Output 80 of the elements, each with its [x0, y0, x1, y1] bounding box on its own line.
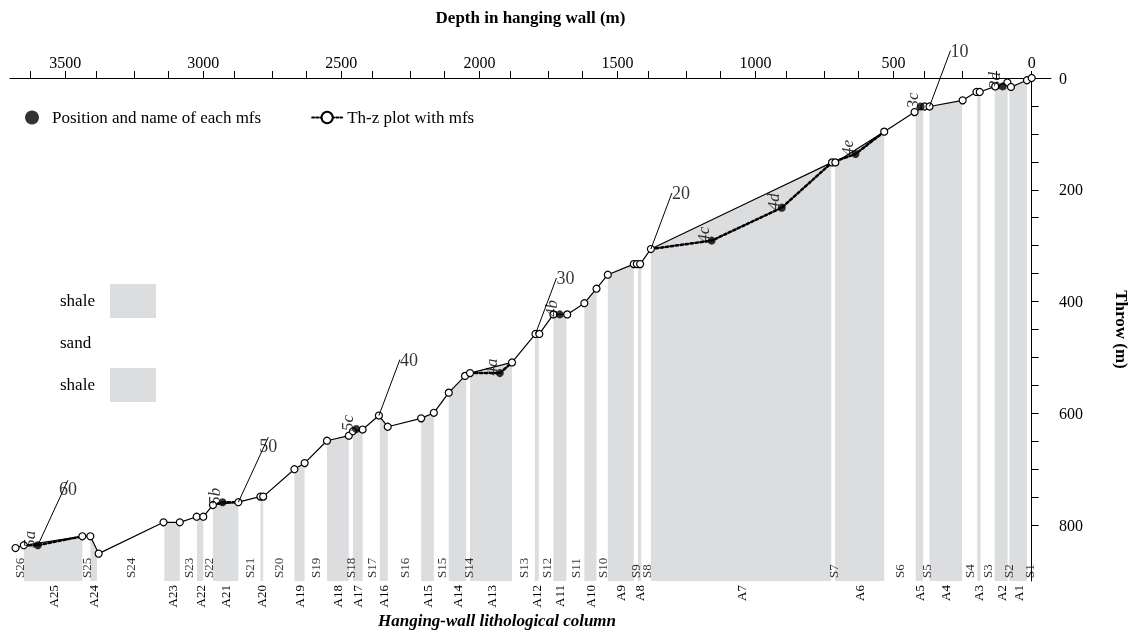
- annotation: S5: [918, 564, 934, 578]
- annotation: S24: [123, 557, 139, 578]
- annotation: shale: [60, 375, 96, 395]
- y-tick-label: 400: [1059, 293, 1083, 311]
- band-label: A4: [938, 584, 954, 601]
- annotation: S19: [308, 557, 324, 578]
- band-label: A11: [552, 585, 568, 607]
- annotation: S14: [460, 557, 476, 578]
- annotation: 4e: [837, 139, 857, 157]
- annotation: S13: [515, 557, 531, 578]
- y-tick-label: 0: [1059, 69, 1067, 87]
- band-label: A7: [733, 584, 749, 601]
- annotation: 3c: [902, 92, 922, 110]
- annotation: S16: [396, 557, 412, 578]
- band-label: A21: [218, 585, 234, 608]
- annotation: 20: [671, 183, 690, 204]
- band-label: A6: [852, 584, 868, 601]
- y-tick-label: 600: [1059, 404, 1083, 422]
- band-label: A22: [192, 585, 208, 608]
- annotation: 4c: [693, 226, 713, 243]
- band-label: A10: [582, 585, 598, 608]
- annotation: S15: [433, 557, 449, 578]
- x-tick-label: 500: [881, 53, 906, 71]
- x-tick-label: 3500: [49, 53, 82, 71]
- annotation: S3: [980, 564, 996, 578]
- band-label: A25: [45, 585, 61, 608]
- annotation: 30: [556, 267, 575, 288]
- x-tick-label: 2000: [463, 53, 496, 71]
- band-label: A5: [911, 585, 927, 601]
- annotation: 5c: [338, 414, 358, 432]
- x-tick-label: 1500: [601, 53, 634, 71]
- annotation: S11: [567, 558, 583, 578]
- annotation: S20: [271, 557, 287, 578]
- annotation: S4: [962, 563, 978, 578]
- annotation: S25: [78, 557, 94, 578]
- annotation: S22: [200, 557, 216, 578]
- band-label: A2: [993, 585, 1009, 601]
- band-label: A8: [632, 585, 648, 601]
- band-label: A17: [350, 584, 366, 608]
- annotation: sand: [60, 333, 93, 353]
- band-label: A20: [254, 585, 270, 608]
- band-label: A13: [483, 585, 499, 608]
- y-tick-label: 800: [1059, 516, 1083, 534]
- annotation: 40: [399, 349, 418, 370]
- legend-label: Position and name of each mfs: [52, 108, 262, 127]
- annotation: S2: [1000, 564, 1016, 578]
- x-tick-label: 3000: [187, 53, 220, 71]
- annotation: S9: [628, 564, 644, 578]
- annotation: 10: [950, 40, 969, 61]
- band-label: A3: [971, 585, 987, 601]
- annotation: S6: [892, 563, 908, 578]
- annotation: S10: [594, 557, 610, 578]
- band-label: A15: [420, 585, 435, 608]
- x-tick-label: 2500: [325, 53, 358, 71]
- x-axis-title: Depth in hanging wall (m): [435, 8, 626, 27]
- legend-label: Th-z plot with mfs: [347, 108, 475, 127]
- x-tick-label: 0: [1027, 53, 1036, 71]
- annotation: S26: [12, 557, 28, 578]
- annotation: shale: [60, 291, 96, 311]
- y-tick-label: 200: [1059, 181, 1083, 199]
- annotation: 4d: [763, 192, 783, 211]
- band-label: A23: [164, 585, 180, 608]
- band-label: A18: [330, 585, 346, 608]
- annotation: S21: [241, 557, 257, 578]
- annotation: S23: [180, 557, 196, 578]
- band-label: A16: [376, 584, 392, 608]
- x-tick-label: 1000: [739, 53, 772, 71]
- band-label: A14: [449, 584, 465, 608]
- text: Hanging-wall lithological column: [377, 611, 617, 630]
- annotation: 4b: [541, 299, 561, 317]
- band-label: A12: [529, 585, 545, 608]
- band-label: A9: [613, 585, 629, 601]
- annotation: S18: [343, 557, 359, 578]
- annotation: S12: [538, 557, 554, 578]
- band-label: A1: [1010, 585, 1026, 601]
- annotation: S17: [363, 557, 379, 578]
- band-label: A24: [86, 584, 102, 608]
- annotation: S7: [825, 563, 841, 578]
- y-axis-title: Throw (m): [1112, 290, 1131, 369]
- band-label: A19: [292, 585, 308, 608]
